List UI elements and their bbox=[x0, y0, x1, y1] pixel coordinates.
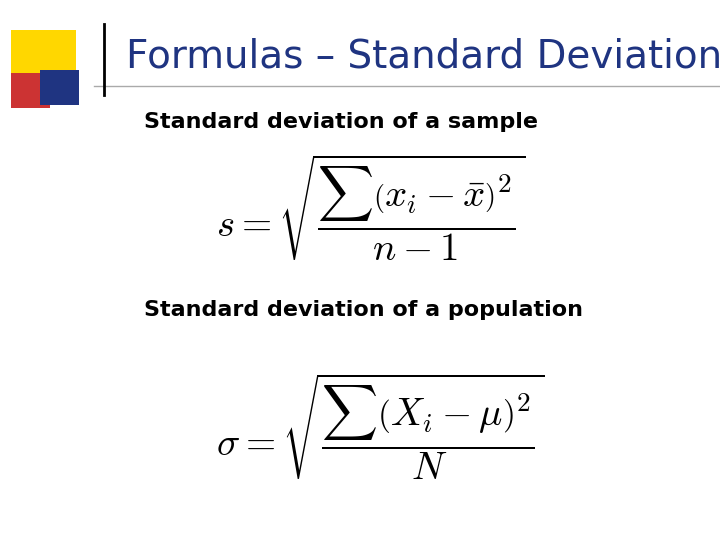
Text: Formulas – Standard Deviation: Formulas – Standard Deviation bbox=[126, 38, 720, 76]
Text: $\sigma = \sqrt{\dfrac{\sum\left(X_i - \mu\right)^2}{N}}$: $\sigma = \sqrt{\dfrac{\sum\left(X_i - \… bbox=[216, 371, 544, 482]
Text: Standard deviation of a population: Standard deviation of a population bbox=[144, 300, 583, 321]
Text: Standard deviation of a sample: Standard deviation of a sample bbox=[144, 111, 538, 132]
Text: $s = \sqrt{\dfrac{\sum\left(x_i - \bar{x}\right)^2}{n-1}}$: $s = \sqrt{\dfrac{\sum\left(x_i - \bar{x… bbox=[216, 152, 526, 264]
